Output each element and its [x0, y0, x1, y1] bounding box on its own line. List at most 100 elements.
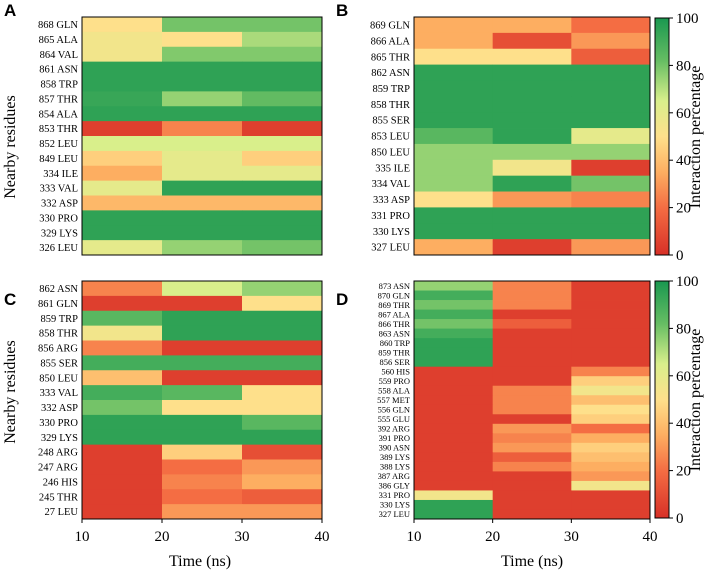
heatmap-cell	[242, 355, 323, 371]
heatmap-cell	[492, 319, 572, 329]
heatmap-cell	[242, 165, 323, 182]
plot-frame	[413, 280, 651, 520]
heatmap-cell	[162, 281, 243, 297]
residue-label: 247 ARG	[38, 463, 78, 474]
colorbar-tick-label: 100	[676, 274, 699, 290]
heatmap-cell	[414, 300, 494, 310]
heatmap-panel-b: 869 GLN 866 ALA 865 THR 862 ASN 859 TRP 858 T…	[370, 16, 651, 256]
heatmap-cell	[82, 76, 163, 92]
heatmap-cell	[162, 31, 243, 48]
residue-label: 849 LEU	[39, 154, 78, 165]
heatmap-cell	[571, 423, 651, 434]
colorbar-top-label: Interaction percentage	[687, 66, 704, 209]
panel-letter-c: C	[4, 290, 16, 309]
heatmap-cell	[492, 404, 572, 415]
heatmap-cell	[492, 48, 572, 65]
heatmap-cell	[571, 395, 651, 406]
heatmap-cell	[492, 281, 572, 291]
heatmap-cell	[414, 376, 494, 387]
heatmap-cell	[82, 444, 163, 460]
heatmap-cell	[242, 385, 323, 401]
heatmap-cell	[82, 195, 163, 211]
heatmap-cell	[242, 459, 323, 475]
heatmap-cell	[162, 46, 243, 63]
heatmap-cell	[162, 150, 243, 167]
residue-label: 335 ILE	[375, 163, 410, 174]
residue-label: 333 ASP	[373, 195, 410, 206]
residue-label: 329 LYS	[41, 228, 78, 239]
plot-frame	[413, 16, 651, 256]
heatmap-cell	[492, 309, 572, 320]
residue-label: 332 ASP	[41, 199, 78, 210]
heatmap-cell	[82, 180, 163, 196]
heatmap-cell	[242, 225, 323, 241]
heatmap-cell	[414, 239, 494, 256]
heatmap-cell	[414, 281, 494, 291]
residue-label: 387 ARG	[378, 471, 410, 481]
heatmap-cell	[492, 175, 572, 192]
heatmap-cell	[242, 444, 323, 460]
residue-label: 867 ALA	[378, 309, 411, 319]
heatmap-cell	[82, 31, 163, 48]
colorbar-tick-label: 20	[676, 464, 691, 480]
heatmap-cell	[492, 64, 572, 81]
heatmap-cell	[492, 452, 572, 463]
residue-label: 861 ASN	[39, 65, 78, 76]
heatmap-cell	[571, 281, 651, 291]
colorbar-tick-label: 100	[676, 11, 699, 27]
residue-label: 330 LYS	[373, 227, 410, 238]
residue-label: 855 SER	[372, 116, 410, 127]
residue-label: 388 LYS	[380, 462, 410, 472]
heatmap-cell	[571, 191, 651, 208]
heatmap-cell	[242, 106, 323, 122]
heatmap-cell	[162, 76, 243, 92]
heatmap-cell	[242, 180, 323, 196]
heatmap-cell	[414, 357, 494, 368]
heatmap-cell	[571, 404, 651, 415]
heatmap-cell	[414, 366, 494, 377]
heatmap-cell	[82, 400, 163, 416]
residue-label: 326 LEU	[39, 243, 78, 254]
heatmap-cell	[414, 96, 494, 113]
colorbar-tick-label: 20	[676, 201, 691, 217]
heatmap-cell	[414, 17, 494, 34]
residue-label: 559 PRO	[379, 376, 410, 386]
heatmap-cell	[414, 159, 494, 177]
heatmap-cell	[571, 452, 651, 463]
heatmap-cell	[82, 210, 163, 226]
heatmap-cell	[242, 295, 323, 312]
heatmap-cell	[82, 61, 163, 77]
residue-label: 327 LEU	[371, 243, 410, 254]
residue-label: 558 ALA	[378, 385, 411, 395]
heatmap-cell	[571, 442, 651, 453]
heatmap-cell	[162, 165, 243, 182]
heatmap-cell	[162, 295, 243, 312]
heatmap-cell	[492, 96, 572, 113]
residue-label: 560 HIS	[381, 366, 410, 376]
colorbar-tick-label: 0	[676, 248, 684, 264]
heatmap-cell	[571, 223, 651, 240]
heatmap-cell	[162, 17, 243, 33]
heatmap-cell	[571, 128, 651, 145]
colorbar-tick-label: 60	[676, 106, 691, 122]
heatmap-cell	[82, 91, 163, 107]
residue-label: 386 GLY	[379, 481, 411, 491]
heatmap-cell	[162, 370, 243, 386]
heatmap-cell	[242, 340, 323, 356]
residue-label: 862 ASN	[39, 284, 78, 295]
heatmap-panel-c: 862 ASN 861 GLN 859 TRP 858 THR 856 ARG 855 S…	[38, 280, 330, 545]
heatmap-cell	[492, 395, 572, 406]
heatmap-cell	[242, 240, 323, 256]
colorbar-tick-label: 60	[676, 369, 691, 385]
residue-label: 866 ALA	[371, 36, 411, 47]
heatmap-cell	[492, 128, 572, 145]
colorbar-top: Interaction percentage 0 20 40 60 80 100	[654, 11, 704, 264]
colorbar-tick-label: 40	[676, 416, 691, 432]
colorbar-top-gradient	[654, 17, 670, 256]
heatmap-cell	[414, 175, 494, 192]
residue-label: 333 VAL	[40, 184, 78, 195]
heatmap-cell	[571, 338, 651, 349]
heatmap-cell	[162, 240, 243, 256]
residue-label: 333 VAL	[40, 388, 78, 399]
